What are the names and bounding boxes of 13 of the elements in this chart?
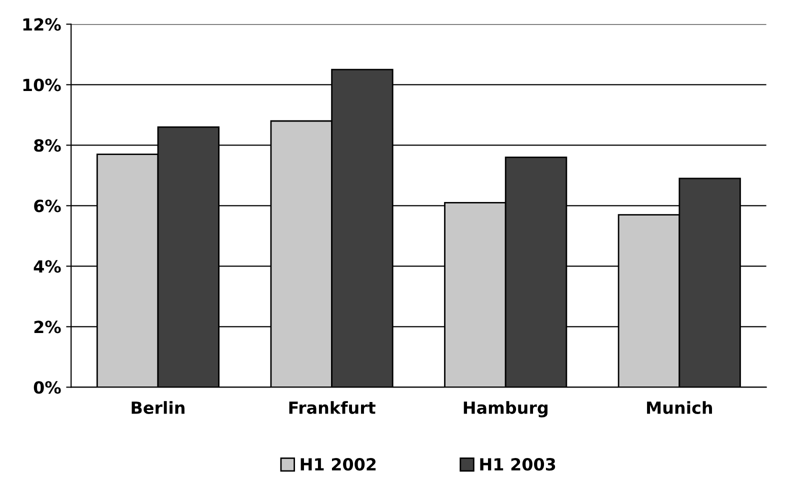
x-tick-label: Munich — [647, 401, 712, 414]
legend-label: H1 2003 — [480, 458, 556, 471]
y-tick-label: 0% — [34, 381, 61, 394]
y-tick-label: 6% — [34, 200, 61, 212]
y-tick-label: 2% — [34, 320, 61, 334]
y-tick-label: 10% — [23, 78, 61, 92]
y-tick-label: 12% — [23, 18, 61, 31]
x-tick-label: Hamburg — [464, 401, 548, 418]
x-tick-label: Frankfurt — [289, 401, 376, 414]
y-tick-label: 4% — [34, 260, 61, 273]
x-tick-label: Berlin — [132, 401, 184, 414]
y-tick-label: 8% — [34, 139, 61, 152]
legend-label: H1 2002 — [300, 458, 376, 471]
